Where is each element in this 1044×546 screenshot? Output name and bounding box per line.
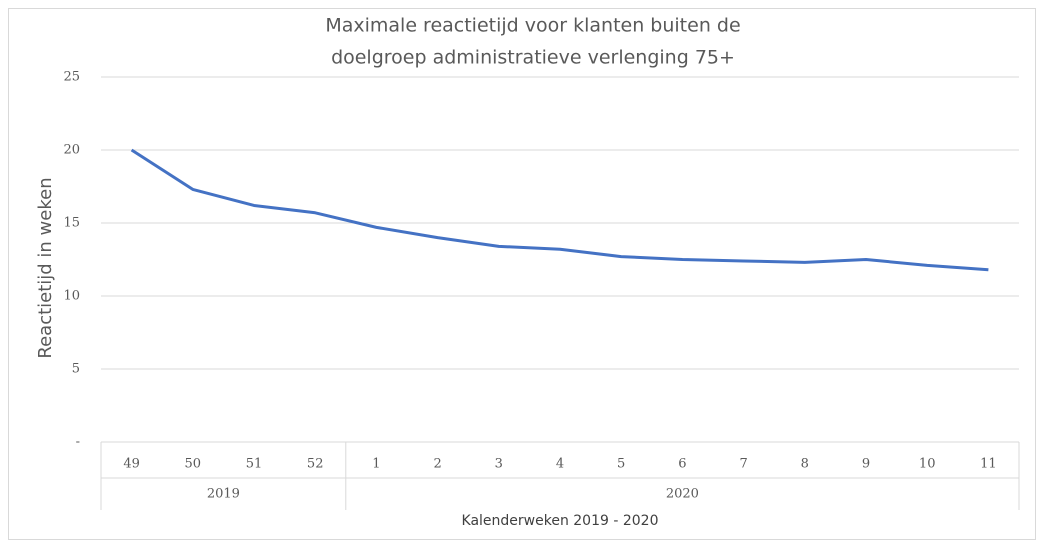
x-tick-label: 52 (307, 457, 324, 472)
y-tick-label: 5 (72, 362, 80, 377)
x-tick-label: 3 (495, 457, 503, 472)
x-tick-label: 49 (123, 457, 140, 472)
x-tick-label: 50 (185, 457, 202, 472)
y-tick-label: 25 (63, 70, 80, 85)
x-tick-label: 7 (739, 457, 747, 472)
x-tick-label: 51 (246, 457, 263, 472)
x-tick-label: 5 (617, 457, 625, 472)
x-tick-label: 10 (919, 457, 936, 472)
y-tick-label: 10 (63, 289, 80, 304)
y-axis-title: Reactietijd in weken (35, 177, 56, 358)
x-tick-label: 11 (980, 457, 997, 472)
data-line (130, 148, 989, 272)
x-tick-label: 4 (556, 457, 564, 472)
x-tick-label: 9 (862, 457, 870, 472)
y-tick-label: - (76, 435, 80, 450)
chart-title: Maximale reactietijd voor klanten buiten… (325, 15, 740, 37)
x-axis-title: Kalenderweken 2019 - 2020 (462, 513, 659, 529)
y-tick-label: 15 (63, 216, 80, 231)
group-label: 2019 (207, 487, 240, 502)
x-tick-label: 2 (433, 457, 441, 472)
group-label: 2020 (666, 487, 699, 502)
x-tick-label: 6 (678, 457, 686, 472)
chart-frame (8, 8, 1036, 540)
x-tick-label: 8 (801, 457, 809, 472)
x-tick-label: 1 (372, 457, 380, 472)
chart-title: doelgroep administratieve verlenging 75+ (331, 47, 735, 69)
y-tick-label: 20 (63, 143, 80, 158)
